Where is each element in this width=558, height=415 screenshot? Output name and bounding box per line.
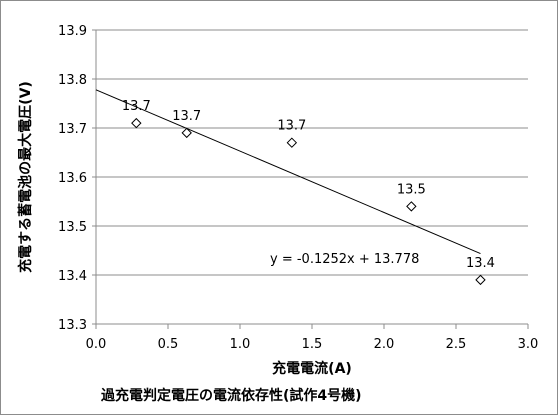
x-tick-label: 1.0: [230, 337, 251, 352]
data-label: 13.5: [397, 182, 426, 197]
x-tick-label: 1.5: [302, 337, 323, 352]
gridlines: [96, 29, 528, 276]
x-tick-label: 0.5: [158, 337, 179, 352]
data-point: [475, 274, 486, 286]
y-tick-label: 13.7: [58, 122, 87, 137]
data-label: 13.7: [277, 119, 306, 134]
y-axis-title: 充電する蓄電池の最大電圧(V): [17, 81, 34, 273]
data-labels: 13.7 13.7 13.7 13.5 13.4: [122, 99, 495, 271]
data-points: [131, 117, 486, 286]
data-point: [286, 137, 298, 148]
data-label: 13.7: [172, 109, 201, 124]
trendline-equation: y = -0.1252x + 13.778: [270, 252, 419, 267]
x-tick-label: 2.0: [374, 337, 395, 352]
data-point: [181, 127, 192, 139]
x-tick-label: 0.0: [86, 337, 107, 352]
x-tick-labels: 0.0 0.5 1.0 1.5 2.0 2.5 3.0: [86, 337, 539, 352]
y-tick-labels: 13.3 13.4 13.5 13.6 13.7 13.8 13.9: [58, 24, 87, 333]
trendline-line: [95, 89, 481, 255]
data-point: [131, 117, 142, 129]
y-tick-label: 13.9: [58, 24, 87, 39]
y-tick-label: 13.6: [58, 171, 87, 186]
data-point: [406, 201, 417, 212]
trendline: [95, 89, 481, 255]
y-tick-label: 13.5: [58, 220, 87, 235]
y-tick-label: 13.8: [58, 73, 87, 88]
x-axis-title: 充電電流(A): [272, 360, 352, 377]
data-label: 13.7: [122, 99, 151, 114]
x-tick-label: 2.5: [446, 337, 467, 352]
axes: [92, 29, 529, 329]
y-tick-label: 13.3: [58, 318, 87, 333]
y-tick-label: 13.4: [58, 269, 87, 284]
x-tick-label: 3.0: [518, 337, 539, 352]
figure-caption: 過充電判定電圧の電流依存性(試作4号機): [101, 388, 362, 404]
data-label: 13.4: [466, 256, 495, 271]
